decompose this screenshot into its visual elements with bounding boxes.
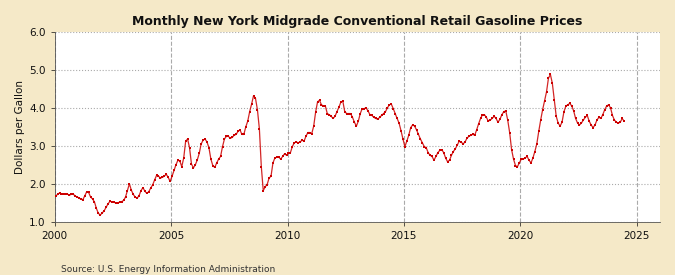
Title: Monthly New York Midgrade Conventional Retail Gasoline Prices: Monthly New York Midgrade Conventional R… <box>132 15 583 28</box>
Text: Source: U.S. Energy Information Administration: Source: U.S. Energy Information Administ… <box>61 265 275 274</box>
Y-axis label: Dollars per Gallon: Dollars per Gallon <box>15 80 25 174</box>
